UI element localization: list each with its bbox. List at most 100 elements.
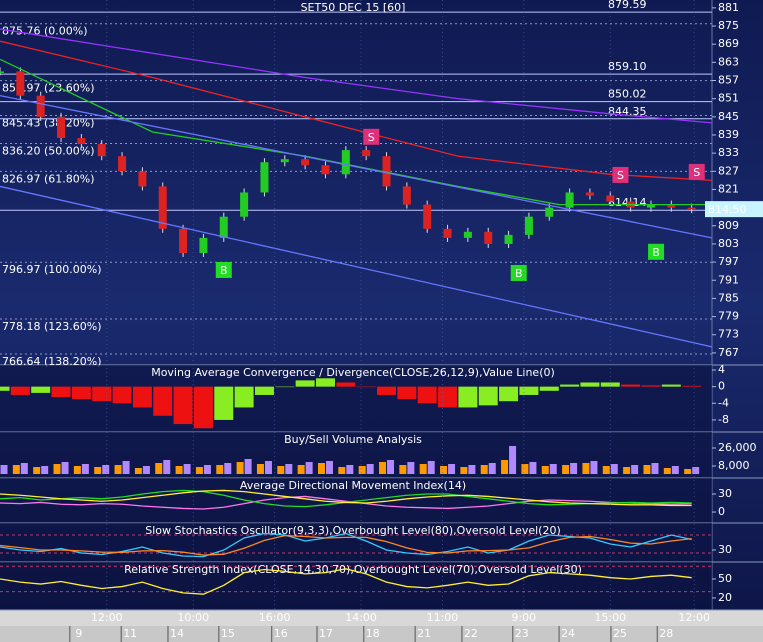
bar — [236, 462, 244, 474]
panel-title: Relative Strength Index(CLOSE,14,30,70),… — [124, 563, 582, 576]
candle — [646, 204, 655, 208]
y-tick-label: 839 — [718, 128, 739, 141]
bar — [0, 465, 8, 474]
bar — [102, 465, 110, 474]
y-tick-label: 30 — [718, 543, 732, 556]
bar — [10, 386, 30, 395]
candle — [158, 186, 167, 229]
bar — [440, 466, 448, 474]
panel-title: SET50 DEC 15 [60] — [301, 1, 406, 14]
y-tick-label: 809 — [718, 219, 739, 232]
bar — [521, 464, 529, 474]
signal-label: B — [515, 267, 523, 280]
y-tick-label: 863 — [718, 55, 739, 68]
bar — [61, 462, 69, 474]
y-tick-label: -4 — [718, 396, 729, 409]
bar — [73, 466, 81, 474]
candle — [280, 159, 289, 163]
bar — [377, 386, 397, 395]
candle — [585, 192, 594, 196]
day-label: 24 — [561, 627, 575, 640]
series-line — [0, 489, 692, 507]
candle — [0, 71, 4, 73]
bar — [92, 386, 112, 402]
signal-marker — [612, 166, 629, 183]
series-line — [0, 495, 692, 510]
bar — [488, 463, 496, 474]
bar — [256, 464, 264, 474]
candle — [362, 150, 371, 157]
bar — [203, 465, 211, 474]
bar — [216, 465, 224, 474]
last-price-label: 814.50 — [708, 203, 747, 216]
fib-label: 875.76 (0.00%) — [2, 25, 88, 38]
bar — [549, 464, 557, 474]
bar — [33, 467, 41, 474]
bar — [175, 466, 183, 474]
candle — [443, 228, 452, 238]
bar — [397, 386, 417, 400]
signal-marker — [510, 264, 527, 281]
day-label: 21 — [417, 627, 431, 640]
bar — [631, 465, 639, 474]
price-level-label: 859.10 — [608, 60, 647, 73]
y-tick-label: 797 — [718, 255, 739, 268]
candle — [382, 156, 391, 187]
candle — [687, 207, 696, 210]
bar — [31, 386, 51, 393]
bar — [468, 465, 476, 474]
candle — [219, 216, 228, 238]
price-level-label: 879.59 — [608, 0, 647, 11]
bar — [570, 463, 578, 474]
signal-label: S — [617, 169, 624, 182]
y-tick-label: 845 — [718, 110, 739, 123]
bar — [387, 460, 395, 474]
bar — [193, 386, 213, 429]
candle — [504, 234, 513, 244]
bar — [671, 466, 679, 474]
day-label: 18 — [366, 627, 380, 640]
candle — [606, 195, 615, 202]
bar — [71, 386, 91, 400]
candle — [545, 207, 554, 217]
candle — [97, 144, 106, 157]
fib-label: 856.97 (23.60%) — [2, 82, 95, 95]
fib-label: 836.20 (50.00%) — [2, 144, 95, 157]
candle — [179, 228, 188, 254]
y-tick-label: 785 — [718, 291, 739, 304]
bar — [224, 463, 232, 474]
bar — [0, 386, 10, 391]
bar — [641, 385, 661, 387]
y-tick-label: 875 — [718, 19, 739, 32]
day-label: 17 — [319, 627, 333, 640]
bar — [529, 462, 537, 474]
candle — [36, 95, 45, 117]
panel-bg — [0, 562, 712, 610]
fib-label: 845.43 (38.20%) — [2, 117, 95, 130]
candle — [301, 159, 310, 166]
bar — [315, 378, 335, 387]
x-tick-label: 14:00 — [345, 611, 377, 624]
bar — [460, 467, 468, 474]
series-line — [0, 534, 692, 556]
bar — [610, 464, 618, 474]
x-tick-label: 12:00 — [678, 611, 710, 624]
x-tick-label: 11:00 — [427, 611, 459, 624]
series-line — [0, 95, 713, 239]
bar — [499, 386, 519, 402]
bar — [366, 464, 374, 474]
panel-title: Average Directional Movement Index(14) — [240, 479, 466, 492]
last-price-box — [705, 201, 763, 218]
panel-title: Buy/Sell Volume Analysis — [284, 433, 422, 446]
candle — [524, 216, 533, 235]
bar — [643, 465, 651, 474]
signal-label: S — [693, 166, 700, 179]
bar — [275, 386, 295, 388]
bar — [582, 463, 590, 474]
bar — [562, 465, 570, 474]
candle — [341, 150, 350, 175]
candle — [667, 204, 676, 208]
signal-marker — [363, 128, 380, 145]
y-tick-label: 30 — [718, 487, 732, 500]
x-tick-label: 16:00 — [259, 611, 291, 624]
